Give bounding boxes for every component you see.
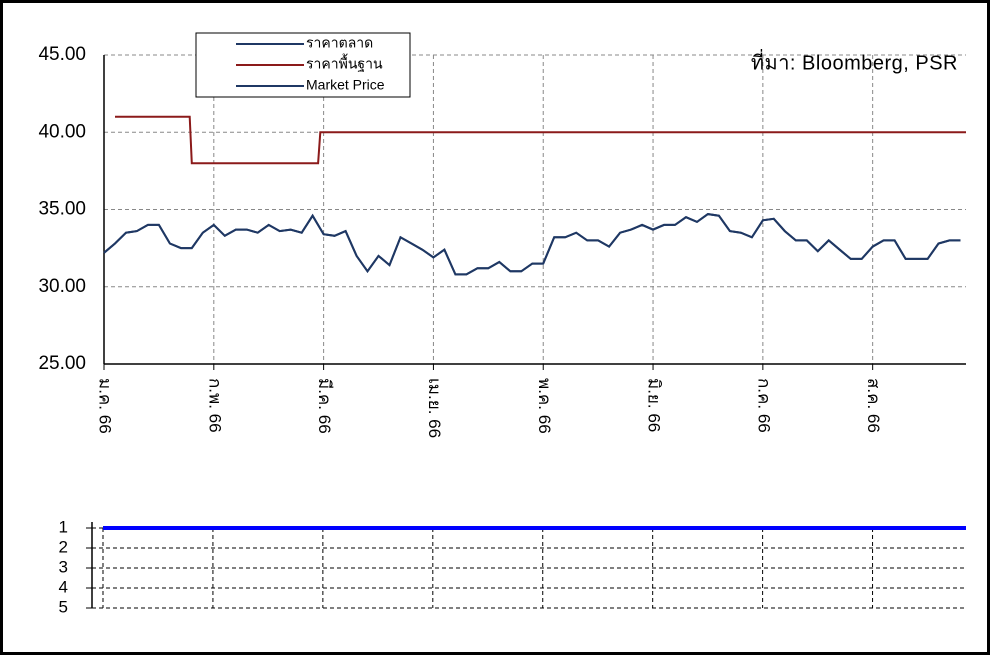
x-tick-label: มี.ค. 66: [315, 378, 334, 434]
y-tick-label: 40.00: [38, 121, 86, 142]
legend-label: Market Price: [306, 77, 385, 93]
annotation: ที่มา: Bloomberg, PSR: [751, 48, 958, 74]
y-tick-label: 4: [59, 577, 68, 596]
x-tick-label: ก.ค. 66: [754, 378, 773, 433]
y-tick-label: 3: [59, 557, 68, 576]
y-tick-label: 30.00: [38, 276, 86, 297]
series-line: [103, 213, 961, 276]
x-tick-label: ส.ค. 66: [864, 378, 883, 433]
x-tick-label: เม.ย. 66: [425, 378, 444, 438]
series-line: [115, 115, 966, 165]
legend-label: ราคาพื้นฐาน: [306, 54, 383, 73]
y-tick-label: 25.00: [38, 353, 86, 374]
legend-label: ราคาตลาด: [306, 35, 373, 51]
y-tick-label: 5: [59, 597, 68, 616]
x-tick-label: พ.ค. 66: [535, 378, 554, 434]
y-tick-label: 45.00: [38, 44, 86, 65]
x-tick-label: ก.พ. 66: [205, 378, 224, 433]
x-tick-label: ม.ค. 66: [96, 378, 115, 434]
y-tick-label: 1: [59, 517, 68, 536]
y-tick-label: 35.00: [38, 199, 86, 220]
x-tick-label: มิ.ย. 66: [645, 378, 664, 432]
y-tick-label: 2: [59, 537, 68, 556]
